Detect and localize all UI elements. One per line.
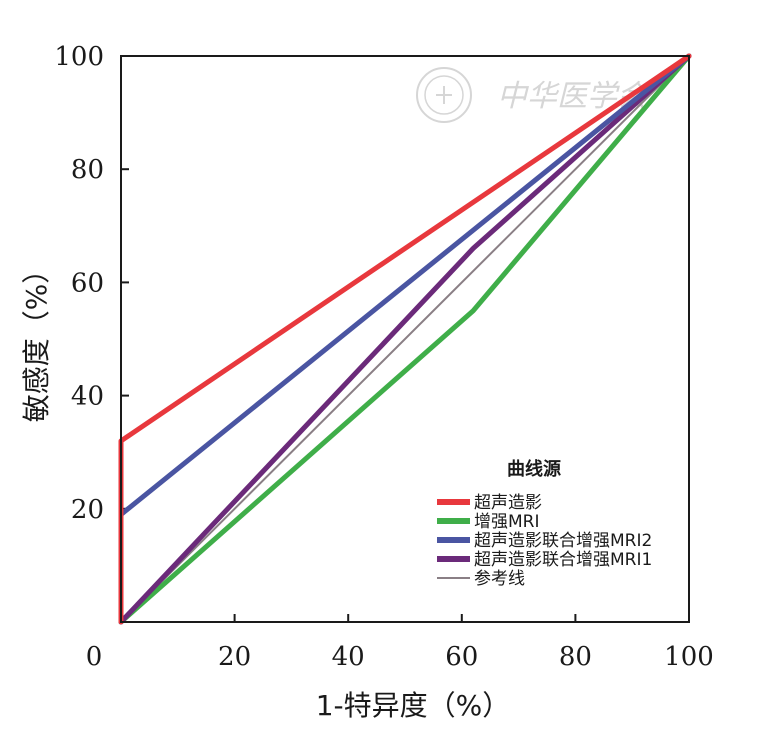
x-tick-label: 0	[86, 642, 103, 672]
y-tick-label: 80	[71, 155, 104, 185]
x-tick-label: 40	[332, 642, 365, 672]
tick-labels: 0 20 40 60 80 100 20 40 60 80 100	[54, 42, 713, 672]
legend-item: 超声造影联合增强MRI2	[437, 531, 652, 551]
legend-item: 超声造影联合增强MRI1	[437, 550, 652, 570]
y-tick-label: 20	[71, 495, 104, 525]
legend-title: 曲线源	[507, 458, 561, 480]
series-line-5	[120, 55, 690, 623]
y-tick-label: 100	[54, 42, 104, 72]
x-tick-label: 60	[445, 642, 478, 672]
x-tick-label: 80	[559, 642, 592, 672]
legend-label: 超声造影	[474, 493, 542, 513]
y-axis-title: 敏感度（%）	[20, 256, 53, 423]
legend-label: 增强MRI	[474, 512, 540, 532]
legend-item: 参考线	[437, 569, 525, 589]
x-tick-label: 20	[218, 642, 251, 672]
legend-item: 超声造影	[437, 493, 542, 513]
plot-frame	[120, 55, 690, 623]
x-tick-label: 100	[664, 642, 714, 672]
legend-label: 超声造影联合增强MRI1	[474, 550, 652, 570]
y-tick-label: 40	[71, 382, 104, 412]
legend-label: 超声造影联合增强MRI2	[474, 531, 652, 551]
series-line-2	[118, 53, 692, 625]
series-line-4	[118, 53, 692, 625]
x-axis-title: 1-特异度（%）	[316, 689, 511, 722]
legend-item: 增强MRI	[437, 512, 540, 532]
watermark-seal-icon	[416, 67, 472, 123]
y-tick-label: 60	[71, 268, 104, 298]
legend-label: 参考线	[474, 569, 525, 589]
